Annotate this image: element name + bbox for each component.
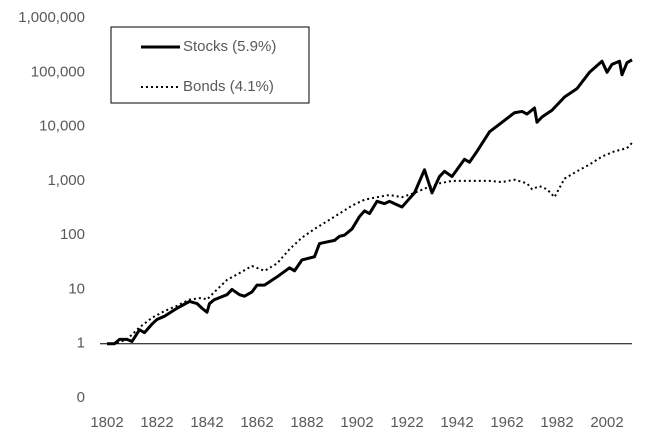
legend-label: Bonds (4.1%) — [183, 78, 274, 95]
x-tick-label: 1842 — [190, 414, 223, 431]
x-tick-label: 1822 — [140, 414, 173, 431]
legend-box — [110, 26, 310, 104]
legend-label: Stocks (5.9%) — [183, 38, 276, 55]
y-tick-label: 1,000,000 — [18, 9, 85, 26]
x-tick-label: 1942 — [440, 414, 473, 431]
y-tick-label: 100 — [60, 226, 85, 243]
x-tick-label: 1922 — [390, 414, 423, 431]
x-tick-label: 2002 — [590, 414, 623, 431]
x-tick-label: 1882 — [290, 414, 323, 431]
series-line — [107, 142, 633, 345]
x-tick-label: 1902 — [340, 414, 373, 431]
y-tick-label: 1 — [77, 335, 85, 352]
y-tick-label: 0 — [77, 389, 85, 406]
x-tick-label: 1962 — [490, 414, 523, 431]
x-tick-label: 1862 — [240, 414, 273, 431]
x-tick-label: 1802 — [90, 414, 123, 431]
series-line — [107, 58, 633, 346]
x-tick-label: 1982 — [540, 414, 573, 431]
y-tick-label: 10,000 — [39, 118, 85, 135]
y-tick-label: 10 — [68, 280, 85, 297]
y-tick-label: 100,000 — [31, 63, 85, 80]
y-tick-label: 1,000 — [47, 172, 85, 189]
